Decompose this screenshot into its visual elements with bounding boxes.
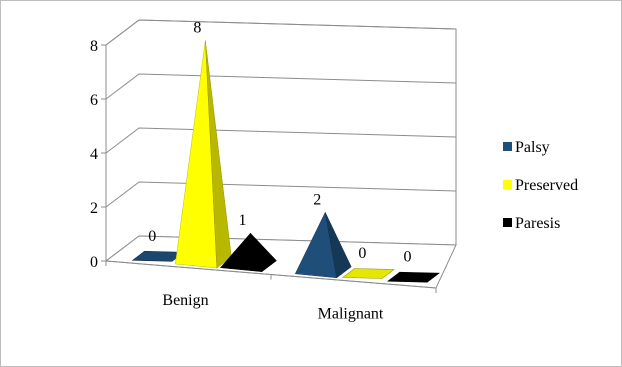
legend-label-preserved: Preserved bbox=[515, 177, 578, 194]
y-tick-label: 0 bbox=[90, 254, 98, 271]
pyramid-preserved-malignant bbox=[341, 268, 395, 279]
gridlines bbox=[105, 19, 457, 262]
data-label: 1 bbox=[238, 212, 246, 229]
y-tick-label: 4 bbox=[90, 146, 98, 163]
legend-swatch-paresis bbox=[503, 218, 512, 227]
pyramid-paresis-benign bbox=[219, 232, 277, 273]
data-label: 0 bbox=[403, 249, 411, 266]
y-tick-label: 2 bbox=[90, 200, 98, 217]
x-axis-categories: Benign Malignant bbox=[162, 292, 384, 323]
legend-label-paresis: Paresis bbox=[515, 215, 560, 232]
pyramid-face-side bbox=[250, 233, 277, 273]
chart-walls bbox=[105, 19, 457, 261]
data-label: 0 bbox=[148, 228, 156, 245]
pyramid-base bbox=[341, 268, 395, 279]
pyramid-paresis-malignant bbox=[386, 271, 440, 283]
wall-outline bbox=[105, 19, 457, 261]
x-category-label: Malignant bbox=[318, 305, 384, 322]
gridline bbox=[105, 73, 457, 100]
x-category-label: Benign bbox=[162, 292, 208, 309]
data-marks bbox=[131, 40, 440, 283]
data-label: 2 bbox=[313, 191, 321, 208]
legend: Palsy Preserved Paresis bbox=[503, 139, 578, 232]
gridline bbox=[105, 19, 457, 46]
y-axis-ticks: 0 2 4 6 8 bbox=[90, 38, 106, 271]
data-label: 0 bbox=[358, 245, 366, 262]
gridline bbox=[105, 181, 457, 208]
y-tick-label: 6 bbox=[90, 92, 98, 109]
pyramid-preserved-benign bbox=[175, 40, 232, 269]
pyramid-face-side bbox=[325, 212, 352, 279]
data-label: 8 bbox=[193, 20, 201, 37]
gridline bbox=[105, 127, 457, 154]
legend-swatch-preserved bbox=[503, 180, 512, 189]
pyramid-palsy-malignant bbox=[294, 211, 352, 279]
pyramid-face-front bbox=[175, 40, 218, 269]
legend-swatch-palsy bbox=[503, 142, 512, 151]
pyramid-face-side bbox=[205, 40, 232, 269]
legend-label-palsy: Palsy bbox=[515, 139, 550, 156]
y-tick-label: 8 bbox=[90, 38, 98, 55]
data-labels: 0 8 1 2 0 0 bbox=[148, 20, 411, 266]
pyramid-base bbox=[386, 271, 440, 283]
